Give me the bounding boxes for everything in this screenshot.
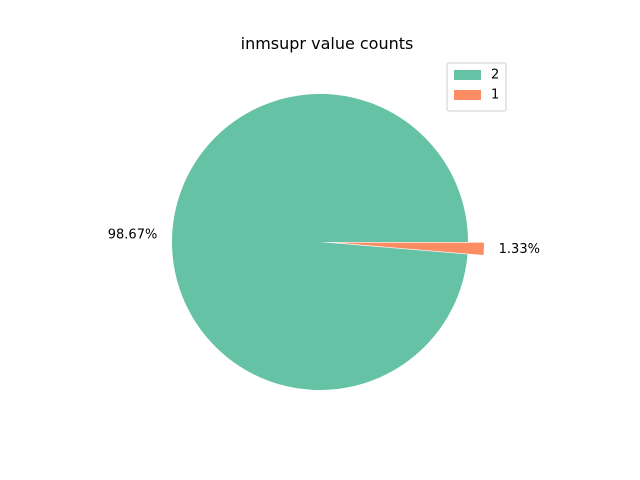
legend-label-2: 2 [491,68,499,83]
pct-label-2: 98.67% [108,228,158,243]
legend: 21 [446,62,507,112]
legend-swatch-1 [454,90,481,100]
chart-title: inmsupr value counts [241,34,414,53]
pie-slice-1 [335,242,484,256]
pct-label-1: 1.33% [499,242,540,257]
legend-swatch-2 [454,70,481,80]
legend-label-1: 1 [491,88,499,103]
pie-percent-labels: 98.67% 1.33% [108,228,540,257]
pie-slice-2 [172,93,469,390]
pie-slices [172,93,484,390]
